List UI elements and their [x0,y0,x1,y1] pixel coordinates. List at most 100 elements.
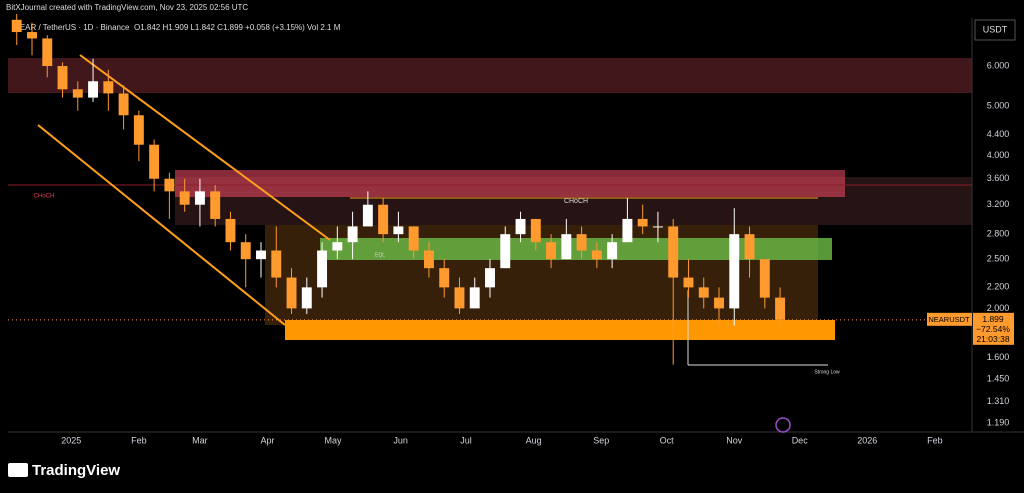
candle-body [759,259,770,298]
alert-icon[interactable] [775,417,791,433]
y-tick-label: 2.000 [987,303,1010,313]
candle-body [515,218,526,235]
candle-body [485,268,495,288]
y-tick-label: 1.600 [987,352,1010,362]
demand-zone [320,238,832,260]
y-tick-label: 1.310 [987,396,1010,406]
x-tick-label: Dec [792,435,809,445]
symbol-label: NEARUSDT [928,315,970,324]
candle-body [210,191,221,219]
x-tick-label: Feb [927,435,943,445]
credit: BitXJournal created with TradingView.com… [6,3,248,12]
annotation: CHoCH [34,194,55,200]
candle-body [301,287,312,309]
y-tick-label: 3.600 [987,173,1010,183]
x-tick-label: 2026 [857,435,877,445]
candle-body [240,242,251,260]
y-tick-label: 1.450 [987,374,1010,384]
candle-body [118,93,129,116]
candle-body [133,115,144,145]
channel-line [37,124,286,326]
last-price: 1.899 [982,314,1004,324]
candle-body [744,234,755,260]
y-tick-label: 4.000 [987,150,1010,160]
y-tick-label: 2.500 [987,254,1010,264]
annotation: Strong Low [814,369,840,375]
candle-body [11,19,22,33]
price-label-box [927,312,972,326]
x-tick-label: Jun [393,435,408,445]
y-tick-label: 6.000 [987,60,1010,70]
countdown: 21:03:38 [976,334,1009,344]
candle-body [668,226,679,278]
candle-body [332,242,343,251]
annotation: EQL [375,252,385,258]
y-tick-label: 2.800 [987,229,1010,239]
candle-body [546,242,557,260]
y-tick-label: 1.190 [987,417,1010,427]
candle-body [42,38,53,67]
supply-zone [8,58,972,93]
candle-body [500,234,511,269]
supply-zone [175,170,845,197]
candle-body [378,204,389,235]
candle-body [393,226,404,235]
candle-body [317,250,328,288]
brand: TradingView [32,462,120,479]
candle-body [775,297,786,320]
annotation: CHoCH [564,198,588,205]
candle-body [637,218,648,227]
y-tick-label: 3.200 [987,199,1010,209]
candle-body [179,191,190,205]
candle-body [698,287,709,298]
candle-body [454,287,465,309]
x-tick-label: Oct [660,435,675,445]
candle-body [622,218,633,243]
channel-line [79,54,331,241]
x-tick-label: Nov [726,435,743,445]
change: −72.54% [976,324,1010,334]
x-tick-label: Feb [131,435,147,445]
currency-button[interactable] [974,19,1016,41]
currency[interactable]: USDT [983,24,1008,34]
candle-body [149,144,160,179]
candle-body [652,226,663,228]
candle-body [439,268,450,288]
candle-body [57,66,68,90]
candle-body [530,218,541,243]
candle-body [683,277,694,288]
candle-body [164,178,175,192]
x-tick-label: Mar [192,435,208,445]
candle-body [469,287,480,309]
candle-body [729,234,740,309]
candle-body [103,81,114,94]
candle-body [607,242,618,260]
brand-logo [8,463,28,477]
x-tick-label: 2025 [61,435,81,445]
price-label-box [973,312,1014,345]
y-tick-label: 2.200 [987,282,1010,292]
candle-body [714,297,724,309]
candle-body [408,226,419,251]
demand-zone [285,320,835,340]
x-tick-label: Apr [261,435,275,445]
candle-body [256,250,266,260]
ohlc: O1.842 H1.909 L1.842 C1.899 +0.058 (+3.1… [134,23,341,32]
candle-body [591,250,602,260]
y-tick-label: 5.000 [987,101,1010,111]
candle-body [347,226,358,243]
x-tick-label: Sep [593,435,609,445]
x-tick-label: Jul [460,435,472,445]
candle-body [423,250,434,269]
y-tick-label: 4.400 [987,129,1010,139]
candle-body [72,89,83,98]
candle-body [88,81,99,98]
candle-body [362,204,373,227]
candle-body [194,191,205,205]
candle-body [271,250,282,278]
candle-body [561,234,572,260]
candle-body [27,32,37,39]
candle-body [225,218,236,243]
